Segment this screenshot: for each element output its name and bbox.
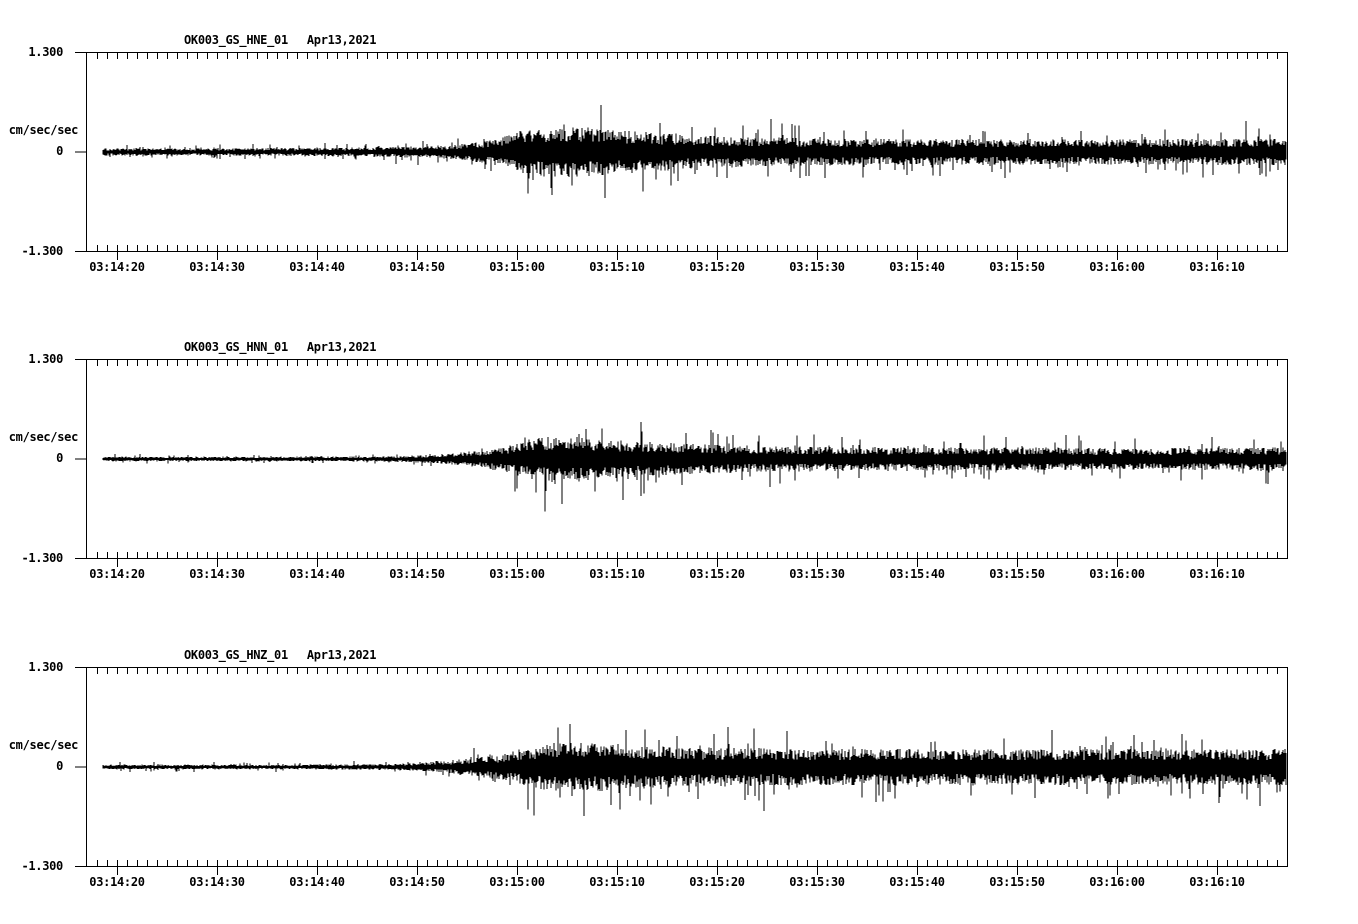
x-tick-label: 03:16:00 [1089,260,1145,274]
y-axis-unit-label: cm/sec/sec [8,430,79,444]
x-tick-label: 03:16:00 [1089,875,1145,889]
x-tick-label: 03:15:30 [789,875,845,889]
axis-frame-and-ticks [75,52,1288,260]
waveform-canvas-hnz [75,667,1288,875]
x-tick-label: 03:14:50 [389,875,445,889]
seismic-trace [102,422,1287,512]
axis-frame-and-ticks [75,359,1288,567]
y-axis-unit-label: cm/sec/sec [8,123,79,137]
y-axis-zero-label: 0 [56,759,63,773]
x-tick-label: 03:14:30 [189,260,245,274]
x-tick-label: 03:15:30 [789,260,845,274]
x-tick-label: 03:15:30 [789,567,845,581]
x-tick-label: 03:15:50 [989,260,1045,274]
waveform-canvas-hne [75,52,1288,260]
x-tick-label: 03:15:10 [589,567,645,581]
x-tick-label: 03:15:40 [889,260,945,274]
x-tick-label: 03:14:20 [89,260,145,274]
station-channel-label: OK003_GS_HNN_01 [184,340,288,354]
panel-title-hnz: OK003_GS_HNZ_01 Apr13,2021 [184,648,376,662]
x-tick-label: 03:15:00 [489,567,545,581]
x-tick-label: 03:15:50 [989,875,1045,889]
waveform-canvas-hnn [75,359,1288,567]
x-tick-label: 03:15:20 [689,567,745,581]
x-tick-label: 03:14:30 [189,875,245,889]
y-axis-min-label: -1.300 [21,551,63,565]
date-label: Apr13,2021 [306,340,377,354]
y-axis-max-label: 1.300 [28,352,63,366]
panel-title-hne: OK003_GS_HNE_01 Apr13,2021 [184,33,376,47]
x-tick-label: 03:14:40 [289,875,345,889]
date-label: Apr13,2021 [306,33,377,47]
y-axis-zero-label: 0 [56,144,63,158]
x-tick-label: 03:14:50 [389,567,445,581]
x-tick-label: 03:14:20 [89,875,145,889]
y-axis-max-label: 1.300 [28,660,63,674]
seismic-trace [102,104,1287,199]
y-axis-min-label: -1.300 [21,244,63,258]
x-tick-label: 03:14:20 [89,567,145,581]
y-axis-unit-label: cm/sec/sec [8,738,79,752]
seismic-trace [102,723,1287,817]
station-channel-label: OK003_GS_HNZ_01 [184,648,288,662]
x-tick-label: 03:14:30 [189,567,245,581]
y-axis-zero-label: 0 [56,451,63,465]
x-tick-label: 03:15:20 [689,875,745,889]
axis-frame-and-ticks [75,667,1288,875]
station-channel-label: OK003_GS_HNE_01 [184,33,288,47]
x-tick-label: 03:15:10 [589,260,645,274]
x-tick-label: 03:16:00 [1089,567,1145,581]
x-tick-label: 03:15:00 [489,260,545,274]
x-tick-label: 03:15:40 [889,567,945,581]
x-tick-label: 03:15:50 [989,567,1045,581]
x-tick-label: 03:14:50 [389,260,445,274]
x-tick-label: 03:16:10 [1189,260,1245,274]
y-axis-max-label: 1.300 [28,45,63,59]
panel-title-hnn: OK003_GS_HNN_01 Apr13,2021 [184,340,376,354]
x-tick-label: 03:15:00 [489,875,545,889]
x-tick-label: 03:16:10 [1189,567,1245,581]
x-tick-label: 03:16:10 [1189,875,1245,889]
x-tick-label: 03:15:20 [689,260,745,274]
y-axis-min-label: -1.300 [21,859,63,873]
x-tick-label: 03:15:10 [589,875,645,889]
date-label: Apr13,2021 [306,648,377,662]
x-tick-label: 03:14:40 [289,260,345,274]
x-tick-label: 03:14:40 [289,567,345,581]
x-tick-label: 03:15:40 [889,875,945,889]
